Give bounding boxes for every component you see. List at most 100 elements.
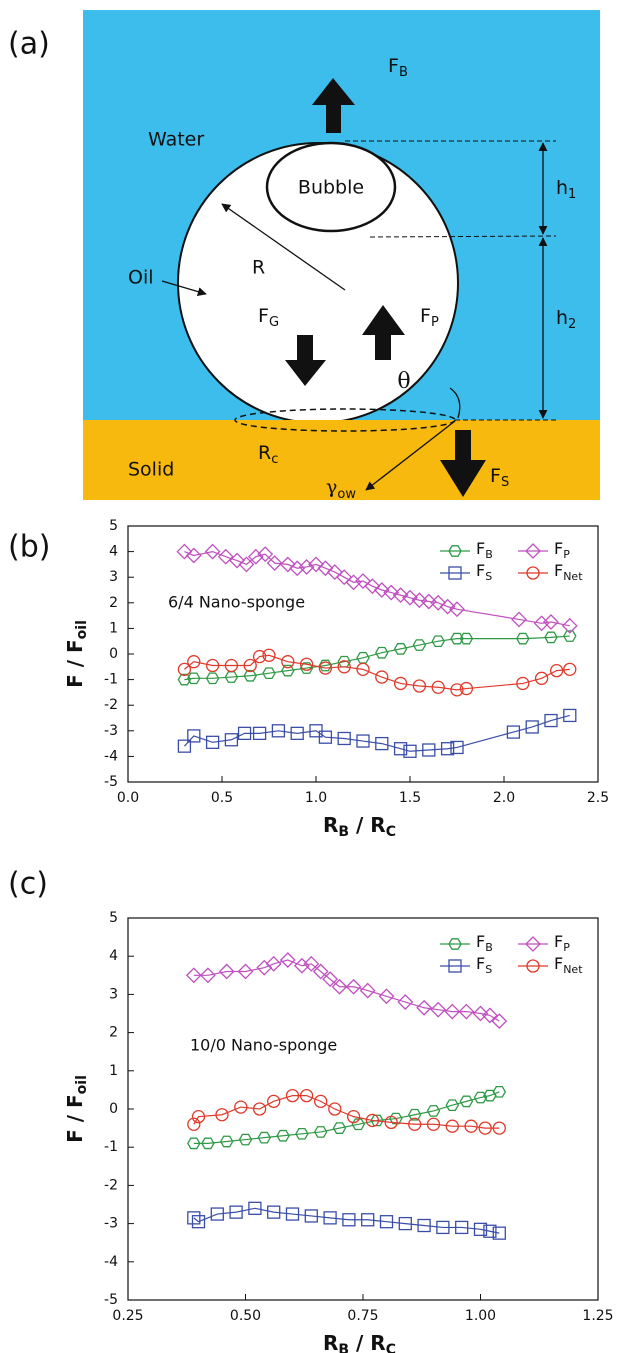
marker — [450, 632, 464, 645]
y-axis-title: F / Foil — [63, 1075, 91, 1143]
y-tick-label: 3 — [109, 986, 118, 1002]
marker — [393, 676, 408, 691]
marker — [511, 611, 527, 628]
marker — [459, 681, 474, 696]
marker — [389, 1112, 403, 1125]
x-axis-title-part: C — [386, 1342, 396, 1353]
marker — [356, 662, 370, 677]
x-tick-label: 1.25 — [582, 1308, 613, 1324]
marker — [420, 593, 437, 610]
marker — [257, 546, 274, 563]
marker — [459, 632, 474, 645]
marker — [397, 994, 414, 1010]
legend-label: FS — [476, 561, 492, 584]
marker — [534, 671, 549, 685]
marker — [252, 1102, 267, 1116]
marker — [440, 742, 455, 756]
panel-label: (a) — [8, 27, 50, 62]
marker — [323, 1211, 337, 1225]
x-tick-label: 0.0 — [117, 790, 139, 806]
legend-label-part: B — [485, 941, 493, 954]
marker — [416, 999, 433, 1016]
marker — [458, 1003, 475, 1020]
marker — [331, 978, 348, 995]
marker — [187, 1137, 201, 1150]
marker — [313, 1126, 328, 1138]
y-tick-label: -2 — [104, 1177, 118, 1193]
marker — [483, 1224, 497, 1238]
legend-marker — [525, 543, 541, 559]
marker — [402, 589, 418, 606]
marker — [317, 560, 334, 577]
marker — [299, 662, 314, 674]
marker — [293, 957, 310, 974]
y-tick-label: -3 — [104, 1216, 118, 1232]
marker — [417, 1218, 431, 1233]
y-tick-label: 5 — [109, 910, 118, 926]
marker — [472, 1005, 489, 1022]
marker — [237, 963, 254, 980]
chart: (c) -5 -4 -3 -2 -1 0 1 2 3 4 5 0.25 0.50 0.75 1.00 1.25 R… — [8, 867, 614, 1353]
x-axis-title-part: B — [338, 824, 349, 840]
marker — [304, 1209, 318, 1223]
x-axis-title-part: B — [338, 1342, 349, 1353]
marker — [201, 1137, 215, 1150]
marker — [281, 664, 295, 677]
marker — [525, 720, 539, 734]
marker — [563, 662, 577, 677]
marker — [481, 1007, 498, 1024]
x-tick-label: 0.75 — [347, 1308, 378, 1324]
y-tick-label: -1 — [104, 672, 118, 688]
marker — [187, 1211, 201, 1225]
marker — [191, 1109, 206, 1124]
diagram: (a) Bubble Water Oil Solid R h1 h2 FB FG… — [8, 10, 600, 502]
legend-label-part: S — [485, 963, 492, 976]
oil-label: Oil — [128, 267, 154, 289]
legend-marker — [448, 938, 462, 950]
marker — [187, 729, 201, 743]
marker — [187, 672, 201, 685]
marker — [365, 1113, 380, 1128]
marker — [378, 988, 395, 1005]
marker — [516, 632, 530, 645]
marker — [290, 726, 304, 741]
marker — [426, 1105, 441, 1117]
series-line — [193, 959, 500, 1022]
marker — [285, 1088, 300, 1103]
x-tick-label: 2.5 — [587, 790, 609, 806]
y-tick-label: 4 — [109, 544, 118, 560]
marker — [516, 676, 530, 691]
series-line — [193, 1091, 500, 1144]
marker — [312, 963, 329, 980]
marker — [345, 574, 362, 591]
marker — [177, 739, 192, 753]
guide-lines — [345, 140, 557, 421]
marker — [204, 543, 221, 560]
marker — [247, 548, 264, 565]
marker — [276, 1129, 290, 1142]
marker — [563, 708, 577, 723]
x-tick-label: 1.5 — [399, 790, 421, 806]
marker — [408, 1117, 422, 1131]
marker — [336, 569, 353, 586]
marker — [459, 1095, 474, 1108]
marker — [364, 578, 381, 595]
y-tick-label: -4 — [104, 1254, 118, 1270]
marker — [267, 1094, 281, 1109]
marker — [439, 598, 456, 615]
x-tick-label: 0.50 — [230, 1308, 261, 1324]
legend-label-part: F — [476, 954, 485, 973]
marker — [392, 587, 409, 604]
legend-label: FNet — [554, 561, 583, 584]
legend-label-part: F — [554, 539, 563, 558]
marker — [384, 1115, 398, 1130]
marker — [492, 1226, 506, 1240]
series-line — [184, 635, 570, 681]
marker — [262, 667, 276, 680]
series-line — [193, 1095, 500, 1129]
marker — [383, 584, 400, 601]
marker — [224, 733, 239, 747]
marker — [561, 617, 578, 634]
series-line — [184, 654, 570, 691]
marker — [398, 1216, 412, 1231]
